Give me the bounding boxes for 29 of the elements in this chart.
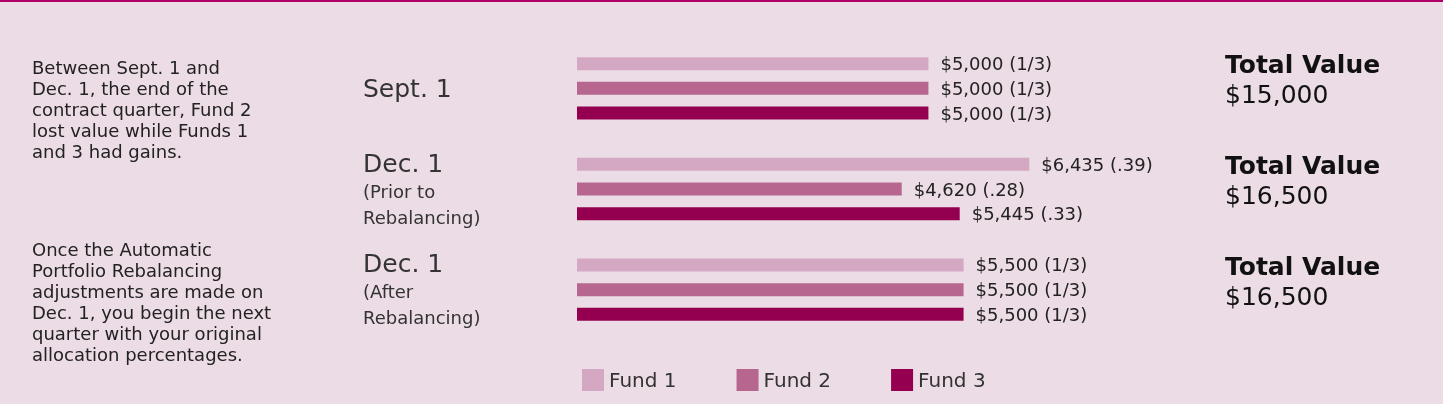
bar [577,307,964,321]
bar [577,283,964,297]
legend-label: Fund 2 [763,368,832,392]
y-tick-label: Sept. 1 [363,73,452,103]
data-label: $6,435 (.39) [1041,153,1153,175]
data-label: $5,000 (1/3) [940,53,1053,75]
data-label: $5,500 (1/3) [975,254,1088,276]
text: Between Sept. 1 and Dec. 1, the end of the contract quarter, Fund 2 lost value while Funds 1 and 3 had gains. [32,57,252,162]
data-label: $5,445 (.33) [971,203,1084,225]
bar [577,106,929,120]
text: Total Value $16,500 [1225,251,1381,311]
bar [577,81,929,95]
data-label: $5,500 (1/3) [975,279,1088,301]
bar [577,258,964,272]
data-label: $5,000 (1/3) [940,77,1053,99]
data-label: $5,000 (1/3) [940,102,1053,124]
text: Total Value $15,000 [1225,50,1381,110]
data-label: $5,500 (1/3) [975,303,1088,325]
bar [577,157,1030,171]
legend-label: Fund 3 [918,368,986,392]
bar [577,182,902,196]
y-tick-label: Dec. 1 (After Rebalancing) [363,249,481,329]
text: Once the Automatic Portfolio Rebalancing adjustments are made on Dec. 1, you begin the next quarter with your original allocation percentages. [32,239,272,365]
legend-label: Fund 1 [609,368,677,392]
data-label: $4,620 (.28) [913,178,1026,200]
bar [577,207,960,221]
y-tick-label: Dec. 1 (Prior to Rebalancing) [363,148,481,228]
text: Total Value $16,500 [1225,151,1381,210]
bar [577,57,929,71]
